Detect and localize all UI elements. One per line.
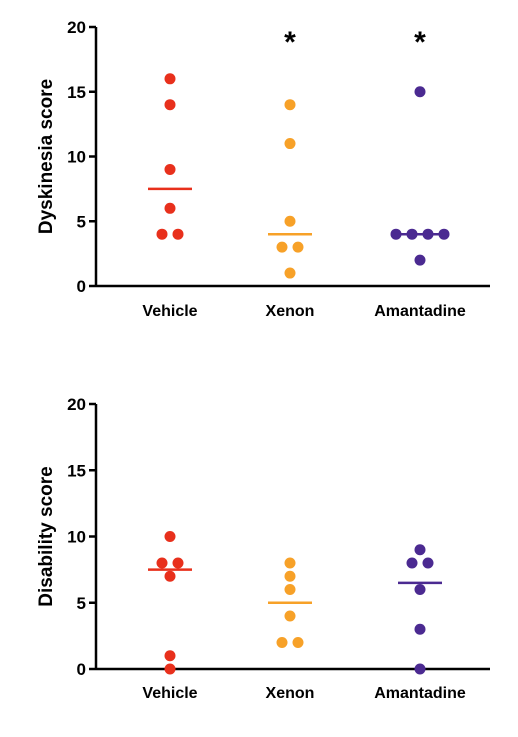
- data-point: [164, 650, 176, 662]
- data-point: [284, 557, 296, 569]
- data-point: [156, 228, 168, 240]
- y-tick-label: 15: [67, 83, 86, 102]
- data-point: [284, 610, 296, 622]
- y-tick-label: 5: [77, 594, 86, 613]
- x-category-label: Amantadine: [374, 303, 466, 320]
- y-axis-label: Disability score: [36, 466, 57, 606]
- y-tick-label: 5: [77, 212, 86, 231]
- data-point: [414, 86, 426, 98]
- significance-marker: *: [414, 26, 426, 59]
- data-point: [172, 228, 184, 240]
- y-axis-label: Dyskinesia score: [36, 79, 57, 234]
- data-point: [414, 254, 426, 266]
- data-point: [390, 228, 402, 240]
- data-point: [292, 637, 304, 648]
- y-tick-label: 0: [77, 277, 86, 296]
- data-point: [292, 241, 304, 253]
- y-tick-label: 20: [67, 18, 86, 37]
- data-point: [414, 663, 426, 675]
- y-tick-label: 0: [77, 660, 86, 679]
- y-tick-label: 10: [67, 148, 86, 167]
- data-point: [164, 73, 176, 85]
- data-point: [164, 570, 176, 582]
- data-point: [172, 557, 184, 569]
- data-point: [284, 570, 296, 582]
- data-point: [156, 557, 168, 569]
- y-tick-label: 20: [67, 395, 86, 414]
- data-point: [284, 215, 296, 227]
- data-point: [164, 163, 176, 175]
- data-point: [414, 544, 426, 556]
- data-point: [438, 228, 450, 240]
- data-point: [422, 557, 434, 569]
- data-point: [284, 267, 296, 279]
- data-point: [414, 623, 426, 635]
- data-point: [164, 99, 176, 111]
- data-point: [276, 241, 288, 253]
- disability-panel: 0 5 10 15 20 Disability score Vehicle Xenon Aman…: [36, 395, 490, 702]
- data-point: [406, 557, 418, 569]
- data-point: [284, 584, 296, 595]
- data-point: [414, 584, 426, 595]
- x-category-label: Vehicle: [142, 303, 197, 320]
- data-point: [284, 138, 296, 150]
- x-category-label: Xenon: [266, 685, 315, 702]
- data-point: [164, 663, 176, 675]
- data-point: [276, 637, 288, 648]
- x-category-label: Amantadine: [374, 685, 466, 702]
- data-point: [164, 531, 176, 542]
- dyskinesia-panel: 0 5 10 15 20 Dyskinesia score Vehicle Xenon Aman…: [36, 18, 490, 320]
- data-point: [284, 99, 296, 111]
- data-point: [164, 202, 176, 214]
- x-category-label: Vehicle: [142, 685, 197, 702]
- y-tick-label: 10: [67, 528, 86, 547]
- significance-marker: *: [284, 26, 296, 59]
- y-tick-label: 15: [67, 461, 86, 480]
- x-category-label: Xenon: [266, 303, 315, 320]
